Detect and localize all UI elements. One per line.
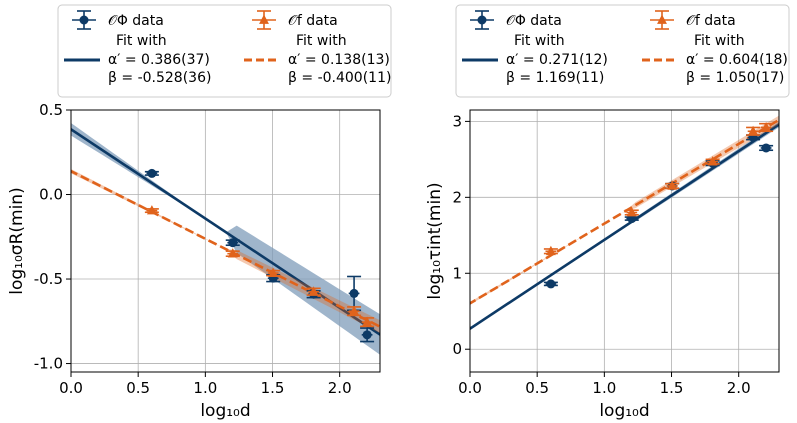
legend-label: 𝒪Φ data: [108, 13, 164, 29]
legend-label: 𝒪f data: [686, 13, 736, 29]
data-point-triangle: [362, 316, 373, 326]
chart-panel-2: 0.0 0.5 1.0 1.5 2.0 3 2 1 0 log₁₀d log₁₀τint(min) 𝒪…: [425, 4, 790, 421]
series-2: [543, 121, 774, 256]
x-tick-label: 1.5: [660, 379, 684, 397]
axes-frame: [469, 109, 780, 373]
y-tick-label: 3: [452, 112, 462, 130]
data-point-triangle: [657, 14, 667, 24]
legend-box: [455, 4, 790, 98]
data-point-triangle: [349, 305, 360, 315]
y-tick-label: 0.5: [39, 101, 63, 119]
y-tick-label: 0.0: [39, 186, 63, 204]
data-point-circle: [228, 238, 238, 248]
legend-fit-alpha: α′ = 0.604(18): [686, 52, 788, 68]
x-tick-label: 1.0: [592, 379, 616, 397]
y-axis-label: log₁₀σR(min): [7, 187, 27, 294]
data-point-circle: [362, 330, 372, 340]
legend-fit-alpha: α′ = 0.138(13): [288, 52, 390, 68]
data-point-triangle: [227, 248, 238, 258]
x-tick-label: 0.0: [458, 379, 482, 397]
plot-area: [470, 115, 779, 331]
legend: 𝒪Φ data 𝒪f data Fit with α′ = 0.271(12) β = …: [455, 4, 790, 98]
legend-fit-beta: β = -0.400(11): [288, 70, 391, 86]
legend-fit-beta: β = 1.050(17): [686, 70, 784, 86]
x-tick-label: 0.5: [525, 379, 549, 397]
y-tick-label: 2: [452, 188, 462, 206]
data-point-triangle: [748, 125, 759, 136]
x-tick-label: 0.0: [59, 379, 83, 397]
fit-confidence-band: [71, 123, 380, 355]
y-tick-label: -1.0: [34, 355, 63, 373]
data-point-circle: [546, 279, 556, 289]
data-point-triangle: [626, 207, 637, 217]
legend: 𝒪Φ data 𝒪f data Fit with α′ = 0.386(37) β = …: [57, 4, 392, 98]
legend-fit-alpha: α′ = 0.271(12): [506, 52, 608, 68]
data-point-triangle: [545, 245, 556, 256]
legend-fit-title: Fit with: [116, 33, 167, 49]
data-point-triangle: [268, 267, 279, 277]
y-axis-label: log₁₀τint(min): [425, 182, 445, 299]
legend-fit-beta: β = 1.169(11): [506, 70, 604, 86]
legend-fit-title: Fit with: [296, 33, 347, 49]
y-tick-label: -0.5: [34, 270, 63, 288]
data-point-circle: [79, 15, 89, 25]
legend-label: 𝒪f data: [288, 13, 338, 29]
chart-panel-1: 0.0 0.5 1.0 1.5 2.0 0.5 0.0 -0.5 -1.0 log₁₀d log₁₀…: [7, 4, 392, 421]
data-point-circle: [761, 143, 771, 153]
legend-fit-title: Fit with: [694, 33, 745, 49]
series-2: [144, 205, 375, 328]
data-point-triangle: [707, 156, 718, 166]
x-axis-label: log₁₀d: [200, 401, 250, 421]
fit-line-2: [470, 118, 779, 305]
y-tick-label: 0: [452, 340, 462, 358]
legend-box: [57, 4, 392, 98]
data-point-triangle: [761, 121, 772, 132]
data-point-triangle: [308, 286, 319, 296]
data-point-triangle: [259, 14, 269, 24]
data-point-circle: [147, 168, 157, 178]
axes-frame: [70, 109, 381, 373]
x-axis-label: log₁₀d: [599, 401, 649, 421]
y-tick-label: 1: [452, 264, 462, 282]
x-tick-label: 1.5: [261, 379, 285, 397]
fit-line-2: [71, 169, 380, 329]
x-tick-label: 1.0: [193, 379, 217, 397]
legend-label: 𝒪Φ data: [506, 13, 562, 29]
legend-fit-alpha: α′ = 0.386(37): [108, 52, 210, 68]
fit-line-1: [470, 122, 779, 331]
x-tick-label: 0.5: [126, 379, 150, 397]
data-point-triangle: [667, 180, 678, 190]
x-tick-label: 2.0: [328, 379, 352, 397]
data-point-circle: [349, 288, 359, 298]
x-tick-label: 2.0: [727, 379, 751, 397]
legend-fit-title: Fit with: [514, 33, 565, 49]
legend-fit-beta: β = -0.528(36): [108, 70, 211, 86]
data-point-triangle: [146, 205, 157, 215]
plot-area: [71, 123, 380, 355]
data-point-circle: [477, 15, 487, 25]
